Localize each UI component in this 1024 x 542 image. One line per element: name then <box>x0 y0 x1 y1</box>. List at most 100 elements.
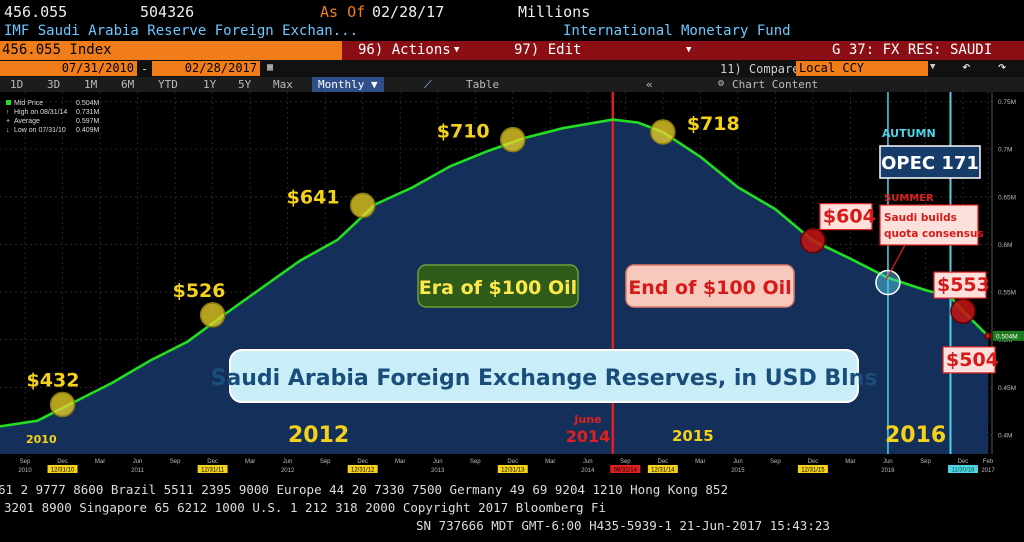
x-tick-label: Sep <box>770 459 781 465</box>
x-marker-box <box>347 465 378 473</box>
footer-line-1: 61 2 9777 8600 Brazil 5511 2395 9000 Eur… <box>0 482 1024 498</box>
legend-mid-value: 0.504M <box>76 100 100 107</box>
index-field[interactable]: 456.055 Index <box>0 41 342 60</box>
period-ytd[interactable]: YTD <box>158 78 178 91</box>
legend-mid-label: Mid Price <box>14 100 43 107</box>
units-label: Millions <box>518 3 591 21</box>
legend: Mid Price 0.504M ↑ High on 08/31/14 0.73… <box>6 100 100 134</box>
x-year-label: 2013 <box>431 468 445 474</box>
highlight-marker <box>950 298 976 324</box>
date-separator: - <box>141 62 149 76</box>
x-tick-label: Mar <box>95 459 105 465</box>
last-value-label: 0.504M <box>996 333 1018 340</box>
x-axis: Sep 2010 Dec 12/31/10 Mar Jun 2011 Sep Dec 12/31/… <box>18 459 995 474</box>
period-5y[interactable]: 5Y <box>238 78 252 91</box>
x-tick-label: Jun <box>733 459 743 465</box>
legend-high-icon: ↑ <box>6 109 10 116</box>
y-tick-label: 0.75M <box>998 99 1016 106</box>
x-tick-label: Dec <box>507 459 518 465</box>
june-label: June <box>573 413 601 426</box>
x-year-label: 2014 <box>581 468 595 474</box>
start-date-input[interactable]: 07/31/2010 <box>0 61 137 76</box>
edit-menu[interactable]: 97) Edit <box>514 42 582 58</box>
x-marker-box <box>947 465 978 473</box>
highlight-marker <box>650 119 676 145</box>
edit-dropdown-icon[interactable]: ▼ <box>686 45 692 55</box>
period-bar: 1D 3D 1M 6M YTD 1Y 5Y Max Monthly ▼ ⟋ Ta… <box>0 77 1024 92</box>
period-1y[interactable]: 1Y <box>203 78 217 91</box>
x-tick-label: Dec <box>207 459 218 465</box>
period-1m[interactable]: 1M <box>84 78 98 91</box>
table-button[interactable]: Table <box>466 78 500 91</box>
security-header: 456.055 504326 As Of 02/28/17 Millions <box>0 0 1024 22</box>
chart-title: Saudi Arabia Foreign Exchange Reserves, … <box>211 366 878 391</box>
end-date-input[interactable]: 02/28/2017 <box>152 61 260 76</box>
date-range-bar: 07/31/2010 - 02/28/2017 ▦ 11) Compare Lo… <box>0 59 1024 77</box>
legend-high-value: 0.731M <box>76 109 100 116</box>
period-3d[interactable]: 3D <box>47 78 61 91</box>
gear-icon[interactable]: ⚙ <box>718 78 725 89</box>
x-tick-label: Sep <box>20 459 31 465</box>
chart-type-icon[interactable]: ⟋ <box>424 78 432 91</box>
end-era-box <box>625 264 795 308</box>
x-marker-box <box>47 465 78 473</box>
x-marker-label: 12/31/15 <box>801 468 825 474</box>
as-of-label: As Of <box>320 3 366 21</box>
compare-dropdown-icon[interactable]: ▼ <box>930 62 936 72</box>
security-description: IMF Saudi Arabia Reserve Foreign Exchan.… <box>0 22 1024 40</box>
undo-icon[interactable]: ↶ <box>962 59 971 75</box>
price-value: 456.055 <box>4 3 68 21</box>
x-year-label: 2016 <box>881 468 895 474</box>
x-year-label: 2011 <box>131 468 145 474</box>
compare-select[interactable]: Local CCY <box>796 61 928 76</box>
x-marker-label: 08/31/14 <box>614 468 638 474</box>
saudi-pointer <box>885 244 906 281</box>
autumn-label: AUTUMN <box>882 127 936 140</box>
y-axis: 0.4M0.45M0.5M0.55M0.6M0.65M0.7M0.75M0.50… <box>991 92 1024 454</box>
saudi-line1: Saudi builds <box>884 212 957 224</box>
redo-icon[interactable]: ↷ <box>998 59 1007 75</box>
highlight-label: $526 <box>173 280 226 302</box>
footer-text-1: 61 2 9777 8600 Brazil 5511 2395 9000 Eur… <box>0 482 728 497</box>
highlight-label-box <box>819 203 873 231</box>
highlight-marker <box>500 126 526 153</box>
x-tick-label: Jun <box>133 459 143 465</box>
x-marker-label: 12/31/14 <box>651 468 675 474</box>
footer-text-2: 3201 8900 Singapore 65 6212 1000 U.S. 1 … <box>4 500 607 515</box>
x-marker-box <box>197 465 228 473</box>
x-marker-label: 12/31/12 <box>351 468 375 474</box>
saudi-line2: quota consensus <box>884 228 984 240</box>
x-tick-label: Jun <box>433 459 443 465</box>
x-marker-box <box>610 465 641 473</box>
x-tick-label: Dec <box>357 459 368 465</box>
period-max[interactable]: Max <box>273 78 293 91</box>
period-6m[interactable]: 6M <box>121 78 135 91</box>
opec-label: OPEC 171 <box>881 153 979 174</box>
legend-low-icon: ↓ <box>6 127 10 134</box>
year-2015-label: 2015 <box>672 427 714 445</box>
opec-box <box>879 145 981 179</box>
highlight-marker <box>875 269 901 296</box>
calendar-icon[interactable]: ▦ <box>267 62 274 73</box>
saudi-box <box>879 204 979 246</box>
x-tick-label: Jun <box>583 459 593 465</box>
x-tick-label: Dec <box>57 459 68 465</box>
x-tick-label: Dec <box>808 459 819 465</box>
era-box <box>417 264 579 308</box>
highlight-markers: $432 $526 $641 $710 $718 $604 $553 $504 <box>27 113 999 418</box>
era-label: Era of $100 Oil <box>419 277 577 299</box>
x-year-label: 2015 <box>731 468 745 474</box>
chart-content-button[interactable]: Chart Content <box>732 78 819 91</box>
collapse-icon[interactable]: « <box>646 78 653 91</box>
x-tick-label: Sep <box>320 459 331 465</box>
footer-text-3: SN 737666 MDT GMT-6:00 H435-5939-1 21-Ju… <box>416 518 830 533</box>
actions-menu[interactable]: 96) Actions <box>358 42 451 58</box>
frequency-select[interactable]: Monthly ▼ <box>312 77 384 92</box>
title-box <box>229 349 859 403</box>
period-1d[interactable]: 1D <box>10 78 24 91</box>
x-marker-box <box>497 465 528 473</box>
actions-dropdown-icon[interactable]: ▼ <box>454 45 460 55</box>
summer-label: SUMMER <box>884 193 934 204</box>
x-year-label: 2017 <box>981 468 995 474</box>
legend-high-label: High on 08/31/14 <box>14 109 67 116</box>
